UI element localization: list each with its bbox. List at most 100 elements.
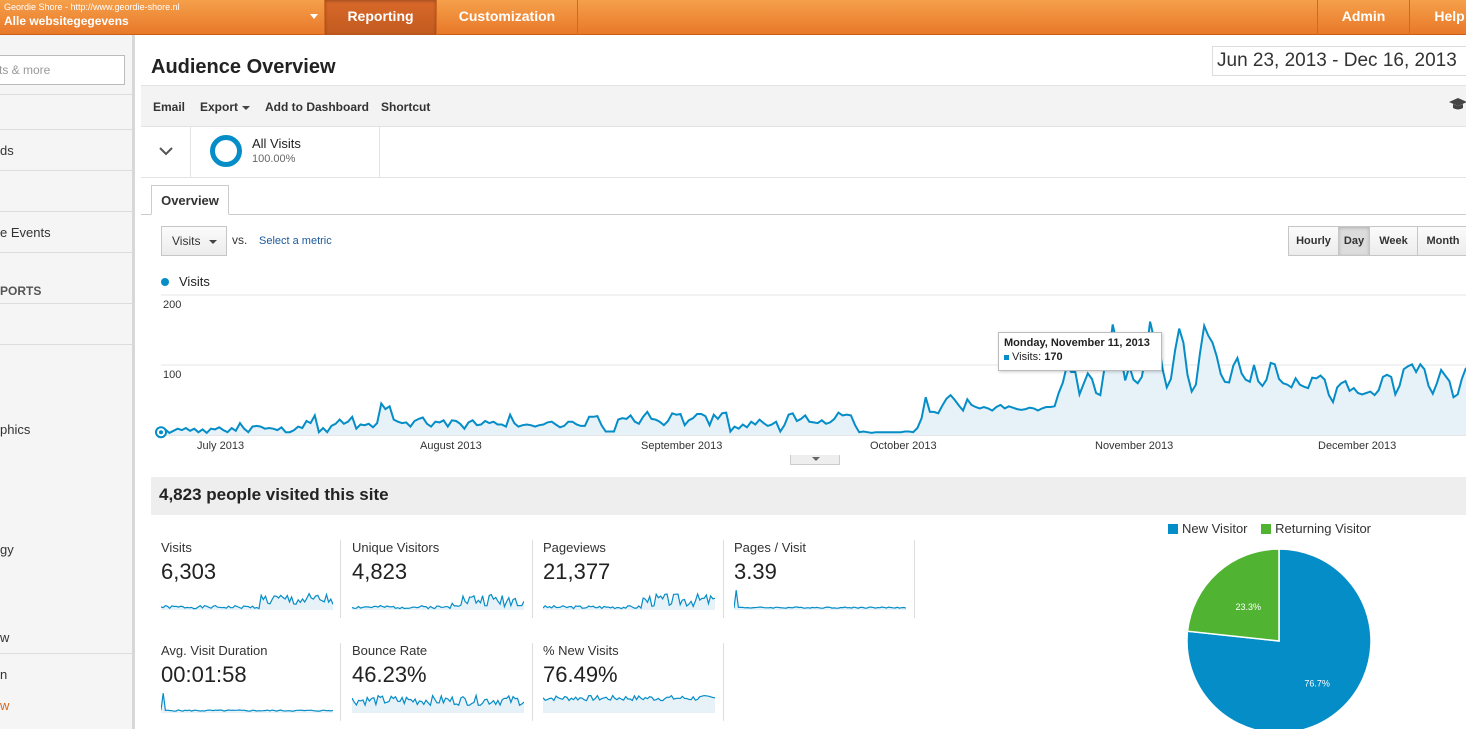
visits-line — [160, 321, 1466, 435]
expand-chart-handle[interactable] — [790, 455, 840, 465]
chart-tooltip: Monday, November 11, 2013 Visits: 170 — [998, 332, 1162, 371]
sparkline-line — [161, 592, 333, 610]
pie-slice-returning-visitor[interactable] — [1186, 549, 1280, 642]
metric-unique-visitors[interactable]: Unique Visitors 4,823 — [352, 540, 532, 618]
nav-reporting[interactable]: Reporting — [324, 0, 436, 35]
divider — [532, 540, 533, 618]
metric-sparkline — [352, 593, 524, 610]
chart-legend-visits: Visits — [179, 274, 210, 289]
graduation-cap-icon[interactable] — [1449, 96, 1466, 114]
metric-visits[interactable]: Visits 6,303 — [161, 540, 341, 618]
period-hourly[interactable]: Hourly — [1289, 227, 1339, 255]
metric-value: 76.49% — [543, 662, 618, 687]
divider — [0, 94, 132, 95]
divider — [340, 643, 341, 721]
metric-pct-new-visits[interactable]: % New Visits 76.49% — [543, 643, 723, 721]
sidebar-item-overview[interactable]: w — [0, 698, 10, 713]
metric-select-value: Visits — [172, 234, 201, 248]
x-tick-label: July 2013 — [197, 440, 244, 452]
metric-pageviews[interactable]: Pageviews 21,377 — [543, 540, 723, 618]
email-button[interactable]: Email — [153, 100, 186, 114]
sidebar-item-demographics[interactable]: phics — [0, 422, 31, 437]
divider — [532, 643, 533, 721]
sidebar-item-flow[interactable]: w — [0, 630, 10, 645]
top-navigation-bar: Geordie Shore - http://www.geordie-shore… — [0, 0, 1466, 35]
period-month[interactable]: Month — [1426, 235, 1460, 247]
export-button[interactable]: Export — [200, 100, 251, 114]
metric-value: 4,823 — [352, 559, 408, 584]
nav-help[interactable]: Help — [1409, 0, 1466, 35]
chevron-down-icon — [242, 105, 251, 110]
metric-label: Avg. Visit Duration — [161, 643, 268, 658]
report-toolbar: Email Export Add to Dashboard Shortcut — [141, 85, 1466, 127]
metric-sparkline — [161, 592, 333, 610]
sparkline-line — [543, 592, 715, 610]
sparkline-line — [352, 593, 524, 610]
vs-label: vs. — [232, 233, 248, 247]
account-selector[interactable]: Geordie Shore - http://www.geordie-shore… — [4, 2, 320, 32]
pie-slice-label: 23.3% — [1236, 602, 1262, 612]
metric-sparkline — [352, 693, 524, 713]
divider — [0, 170, 132, 171]
sidebar-item-dashboards[interactable]: ds — [0, 143, 14, 158]
main-content: Audience Overview Jun 23, 2013 - Dec 16,… — [141, 35, 1466, 729]
sparkline-area — [543, 695, 715, 713]
sparkline-line — [734, 590, 906, 609]
pie-legend: New Visitor Returning Visitor — [1168, 521, 1371, 536]
divider — [141, 214, 1466, 215]
export-label: Export — [200, 100, 239, 114]
period-day[interactable]: Day — [1339, 227, 1370, 255]
select-metric-link[interactable]: Select a metric — [259, 235, 332, 247]
date-range-picker[interactable]: Jun 23, 2013 - Dec 16, 2013 — [1212, 46, 1466, 76]
period-week[interactable]: Week — [1370, 227, 1418, 255]
period-selector: Hourly Day Week Month — [1288, 226, 1466, 256]
x-tick-label: December 2013 — [1318, 440, 1396, 452]
nav-customization[interactable]: Customization — [436, 0, 578, 35]
x-tick-label: September 2013 — [641, 440, 722, 452]
metric-bounce-rate[interactable]: Bounce Rate 46.23% — [352, 643, 532, 721]
tooltip-value: 170 — [1044, 351, 1063, 363]
nav-admin[interactable]: Admin — [1317, 0, 1409, 35]
metric-label: Unique Visitors — [352, 540, 440, 555]
sparkline-area — [352, 594, 524, 610]
sparkline-area — [543, 594, 715, 610]
metric-value: 21,377 — [543, 559, 611, 584]
sidebar-item-technology[interactable]: gy — [0, 542, 14, 557]
segment-toggle[interactable] — [141, 127, 191, 178]
sidebar-item-acquisition[interactable]: n — [0, 667, 8, 682]
metric-pages-per-visit[interactable]: Pages / Visit 3.39 — [734, 540, 914, 618]
sparkline-line — [543, 694, 715, 702]
summary-bar: 4,823 people visited this site — [151, 477, 1466, 515]
shortcut-button[interactable]: Shortcut — [381, 100, 431, 114]
visits-line-chart[interactable]: 200 100 July 2013 August 2013 September … — [141, 290, 1466, 465]
segment-name: All Visits — [252, 136, 301, 151]
sidebar-item-intelligence-events[interactable]: e Events — [0, 225, 51, 240]
metric-sparkline — [161, 693, 333, 713]
pie-slice-new-visitor[interactable] — [1186, 549, 1372, 729]
metric-label: Pages / Visit — [734, 540, 807, 555]
metric-value: 00:01:58 — [161, 662, 247, 687]
chevron-down-icon — [310, 14, 318, 19]
x-tick-label: November 2013 — [1095, 440, 1173, 452]
property-name: Alle websitegegevens — [4, 14, 129, 28]
segment-all-visits[interactable]: All Visits 100.00% — [192, 127, 380, 178]
metric-select[interactable]: Visits — [161, 226, 227, 256]
x-tick-label: October 2013 — [870, 440, 937, 452]
metric-sparkline — [543, 592, 715, 610]
divider — [340, 540, 341, 618]
metric-avg-visit-duration[interactable]: Avg. Visit Duration 00:01:58 — [161, 643, 341, 721]
highlighted-point-dot — [159, 430, 163, 435]
y-tick-label: 100 — [163, 369, 181, 381]
tooltip-date: Monday, November 11, 2013 — [1004, 337, 1150, 349]
sidebar-search-input[interactable]: ts & more — [0, 55, 125, 85]
legend-swatch-returning — [1261, 524, 1272, 534]
divider — [723, 643, 724, 721]
divider — [914, 540, 915, 618]
visitor-type-pie-chart[interactable]: 76.7% 23.3% — [1181, 549, 1381, 729]
sparkline-area — [352, 695, 524, 713]
tab-overview[interactable]: Overview — [151, 185, 229, 215]
divider — [0, 653, 132, 654]
add-to-dashboard-button[interactable]: Add to Dashboard — [265, 100, 369, 114]
divider — [0, 344, 132, 345]
segment-bar: All Visits 100.00% — [141, 127, 1466, 178]
